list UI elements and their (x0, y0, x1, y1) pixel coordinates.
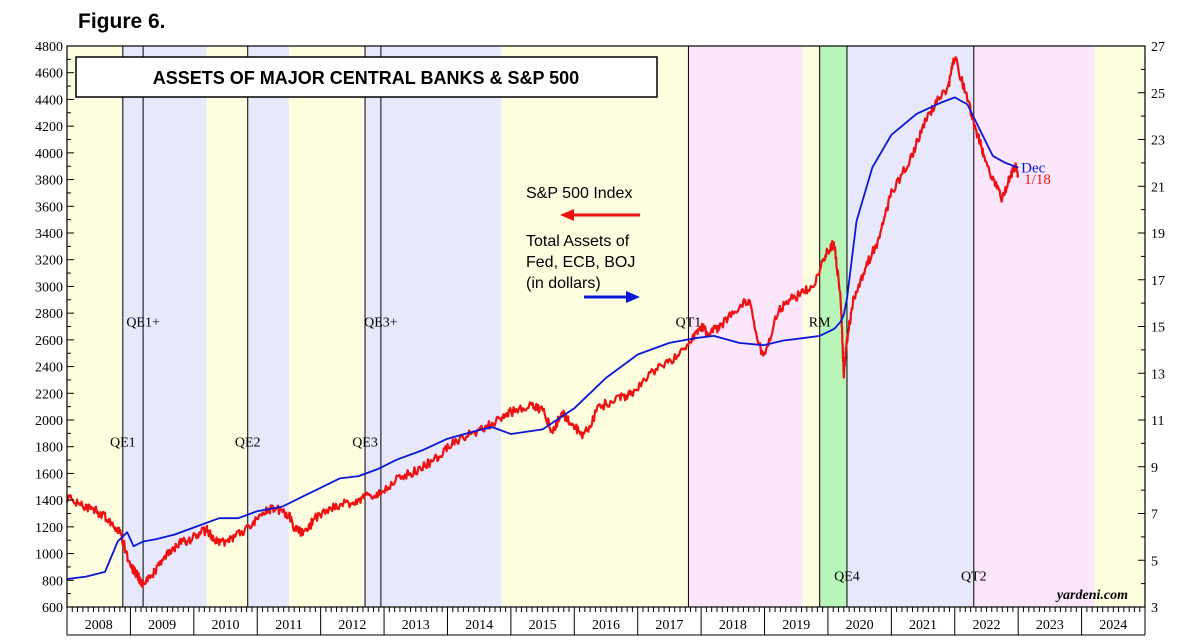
y-left-tick-label: 3800 (35, 174, 63, 189)
y-left-tick-label: 3400 (35, 227, 63, 242)
event-label-qt1: QT1 (676, 316, 702, 331)
legend: S&P 500 Index Total Assets of Fed, ECB, … (526, 185, 640, 303)
shading-band-3 (247, 46, 289, 607)
x-tick-label: 2024 (1099, 618, 1127, 633)
y-left-tick-label: 4800 (35, 40, 63, 55)
shading-band-4 (288, 46, 366, 607)
shading-band-2 (206, 46, 248, 607)
shading-band-0 (67, 46, 123, 607)
source-credit: yardeni.com (1055, 588, 1128, 603)
y-left-tick-label: 1000 (35, 548, 63, 563)
y-left-tick-label: 1800 (35, 441, 63, 456)
y-left-tick-label: 3600 (35, 200, 63, 215)
x-tick-label: 2018 (719, 618, 747, 633)
event-lines: QE1 QE1+ QE2 QE3 QE3+ QT1 RM QE4 QT2 (110, 46, 987, 607)
y-right-tick-label: 19 (1151, 227, 1165, 242)
x-tick-label: 2016 (592, 618, 620, 633)
event-label-qe2: QE2 (235, 436, 261, 451)
y-right-tick-label: 15 (1151, 321, 1165, 336)
x-tick-label: 2008 (85, 618, 113, 633)
legend-assets-line-2: Fed, ECB, BOJ (526, 254, 635, 271)
y-right-tick-label: 27 (1151, 40, 1165, 55)
series-line-central-bank-assets (66, 96, 1019, 580)
y-right-tick-label: 11 (1151, 414, 1164, 429)
x-tick-label: 2021 (909, 618, 937, 633)
y-right-tick-label: 7 (1151, 508, 1158, 523)
shading-band-8 (802, 46, 820, 607)
y-right-tick-label: 13 (1151, 367, 1165, 382)
x-tick-label: 2023 (1036, 618, 1064, 633)
y-right-tick-label: 9 (1151, 461, 1158, 476)
y-left-tick-label: 4400 (35, 93, 63, 108)
y-left-tick-label: 800 (42, 574, 63, 589)
x-tick-label: 2014 (465, 618, 493, 633)
y-right-tick-label: 3 (1151, 601, 1158, 616)
event-label-qe4: QE4 (834, 569, 860, 584)
x-tick-label: 2011 (275, 618, 302, 633)
legend-assets-line-1: Total Assets of (526, 233, 630, 250)
shading-band-5 (365, 46, 502, 607)
y-left-tick-label: 1400 (35, 494, 63, 509)
x-tick-label: 2022 (972, 618, 1000, 633)
event-label-qt2: QT2 (961, 569, 987, 584)
series-line-sp500 (65, 56, 1020, 588)
y-left-tick-label: 2800 (35, 307, 63, 322)
y-left-tick-label: 3200 (35, 254, 63, 269)
chart-title: ASSETS OF MAJOR CENTRAL BANKS & S&P 500 (153, 68, 579, 88)
y-left-tick-label: 1600 (35, 467, 63, 482)
x-tick-label: 2010 (212, 618, 240, 633)
event-label-qe3-plus: QE3+ (364, 316, 398, 331)
x-tick-label: 2019 (782, 618, 810, 633)
y-left-tick-label: 4000 (35, 147, 63, 162)
y-left-tick-label: 4200 (35, 120, 63, 135)
y-right-tick-label: 5 (1151, 554, 1158, 569)
x-tick-label: 2020 (846, 618, 874, 633)
y-left-tick-label: 3000 (35, 280, 63, 295)
legend-sp500-arrowhead (560, 209, 574, 221)
event-label-qe3: QE3 (352, 436, 378, 451)
shading-band-7 (688, 46, 803, 607)
x-tick-label: 2012 (338, 618, 366, 633)
x-tick-label: 2017 (655, 618, 683, 633)
y-right-tick-label: 21 (1151, 180, 1165, 195)
y-right-tick-label: 17 (1151, 274, 1165, 289)
x-tick-label: 2009 (148, 618, 176, 633)
chart-title-box: ASSETS OF MAJOR CENTRAL BANKS & S&P 500 (75, 56, 658, 98)
legend-sp500-label: S&P 500 Index (526, 185, 632, 202)
legend-assets-arrowhead (626, 291, 640, 303)
shading-band-10 (846, 46, 974, 607)
y-left-tick-label: 2600 (35, 334, 63, 349)
shading-bands (67, 46, 1145, 607)
y-right-tick-label: 23 (1151, 134, 1165, 149)
y-left-tick-label: 1200 (35, 521, 63, 536)
y-left-tick-label: 2200 (35, 387, 63, 402)
event-label-qe1: QE1 (110, 436, 136, 451)
shading-band-1 (122, 46, 207, 607)
x-tick-label: 2015 (529, 618, 557, 633)
figure-label: Figure 6. (78, 10, 166, 33)
y-left-tick-label: 2000 (35, 414, 63, 429)
y-left-tick-label: 2400 (35, 361, 63, 376)
event-label-rm: RM (809, 316, 831, 331)
legend-assets-line-3: (in dollars) (526, 275, 601, 292)
shading-band-6 (501, 46, 689, 607)
x-tick-label: 2013 (402, 618, 430, 633)
end-label-assets: Dec (1021, 161, 1045, 177)
end-label-sp500: 1/18 (1024, 172, 1051, 188)
shading-band-12 (1094, 46, 1145, 607)
y-left-tick-label: 4600 (35, 67, 63, 82)
y-right-tick-label: 25 (1151, 87, 1165, 102)
shading-band-11 (973, 46, 1095, 607)
event-label-qe1-plus: QE1+ (126, 316, 160, 331)
y-left-tick-label: 600 (42, 601, 63, 616)
axes: 600 800 1000 1200 1400 1600 1800 2000 2200 2400 26… (35, 40, 1165, 636)
